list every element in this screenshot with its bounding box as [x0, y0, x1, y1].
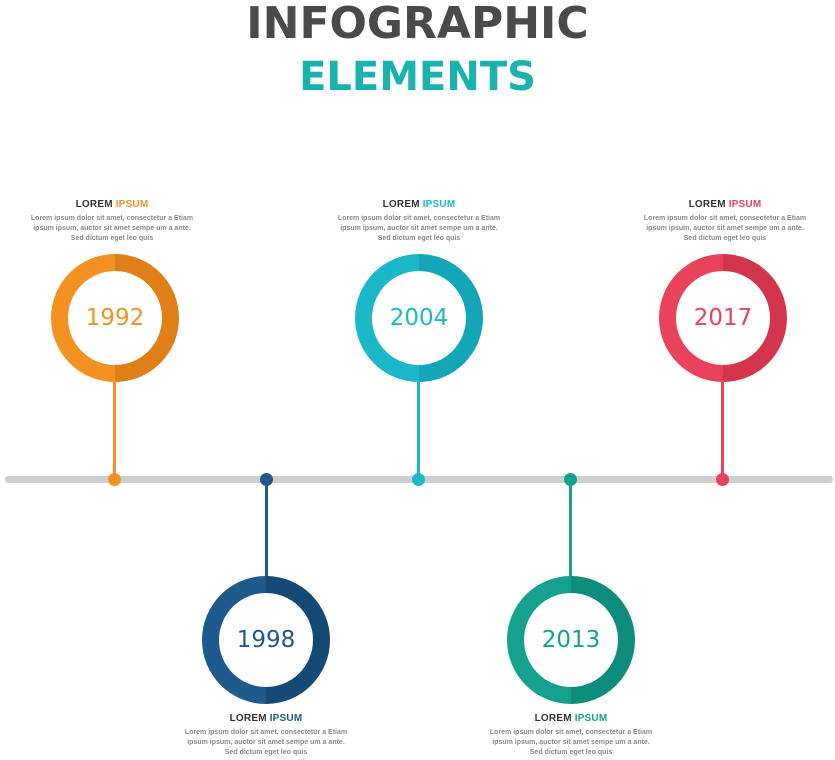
year-label: 1998: [236, 627, 296, 653]
milestone-1998-text: LOREM IPSUM Lorem ipsum dolor sit amet, …: [181, 713, 351, 758]
milestone-heading: LOREM IPSUM: [382, 199, 456, 210]
milestone-1998-dot: [260, 473, 273, 486]
milestone-2017-stem: [721, 380, 724, 478]
milestone-2017-circle: 2017: [659, 254, 787, 382]
title-infographic: INFOGRAPHIC: [246, 0, 589, 49]
year-label: 2017: [693, 305, 753, 331]
milestone-body: Lorem ipsum dolor sit amet, consectetur …: [337, 215, 501, 242]
milestone-2004-circle: 2004: [355, 254, 483, 382]
milestone-1998-stem: [265, 480, 268, 580]
milestone-2017-text: LOREM IPSUM Lorem ipsum dolor sit amet, …: [640, 199, 810, 244]
milestone-2013-stem: [569, 480, 572, 580]
milestone-2004-stem: [417, 380, 420, 478]
milestone-1992-circle: 1992: [51, 254, 179, 382]
milestone-heading: LOREM IPSUM: [75, 199, 149, 210]
milestone-body: Lorem ipsum dolor sit amet, consectetur …: [489, 729, 653, 756]
milestone-1992-text: LOREM IPSUM Lorem ipsum dolor sit amet, …: [27, 199, 197, 244]
milestone-body: Lorem ipsum dolor sit amet, consectetur …: [643, 215, 807, 242]
milestone-heading: LOREM IPSUM: [688, 199, 762, 210]
milestone-1992-dot: [108, 473, 121, 486]
milestone-1992-stem: [113, 380, 116, 478]
milestone-2013-circle: 2013: [507, 576, 635, 704]
title-elements: ELEMENTS: [299, 54, 536, 100]
year-label: 1992: [85, 305, 145, 331]
milestone-body: Lorem ipsum dolor sit amet, consectetur …: [184, 729, 348, 756]
milestone-heading: LOREM IPSUM: [229, 713, 303, 724]
milestone-1998-circle: 1998: [202, 576, 330, 704]
year-label: 2013: [541, 627, 601, 653]
milestone-heading: LOREM IPSUM: [534, 713, 608, 724]
milestone-body: Lorem ipsum dolor sit amet, consectetur …: [30, 215, 194, 242]
milestone-2013-dot: [564, 473, 577, 486]
year-label: 2004: [389, 305, 449, 331]
milestone-2013-text: LOREM IPSUM Lorem ipsum dolor sit amet, …: [486, 713, 656, 758]
milestone-2004-dot: [412, 473, 425, 486]
milestone-2017-dot: [716, 473, 729, 486]
milestone-2004-text: LOREM IPSUM Lorem ipsum dolor sit amet, …: [334, 199, 504, 244]
